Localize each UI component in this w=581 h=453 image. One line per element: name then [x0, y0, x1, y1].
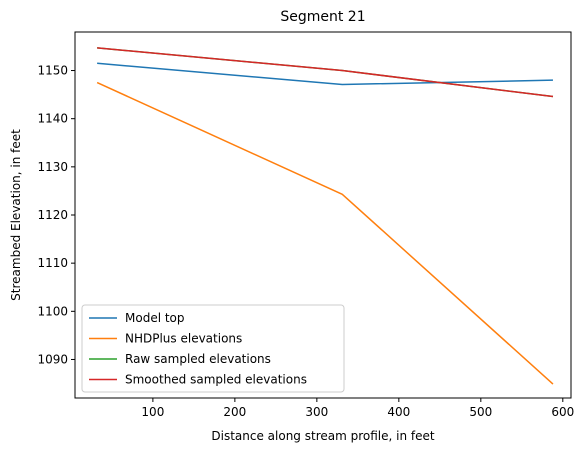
x-tick-label: 400 [387, 405, 410, 419]
y-tick-label: 1140 [37, 112, 68, 126]
x-tick-label: 500 [469, 405, 492, 419]
series-layer [96, 47, 554, 385]
legend-label-1: Model top [125, 311, 185, 325]
x-tick-label: 100 [141, 405, 164, 419]
y-tick-label: 1110 [37, 256, 68, 270]
series-line-3 [97, 47, 554, 98]
x-axis-label: Distance along stream profile, in feet [211, 429, 434, 443]
y-tick-label: 1090 [37, 352, 68, 366]
x-axis: 100 200 300 400 500 600 [141, 398, 574, 419]
y-axis-label: Streambed Elevation, in feet [9, 129, 23, 301]
series-line-4 [97, 47, 554, 98]
x-tick-label: 600 [551, 405, 574, 419]
legend-label-4: Smoothed sampled elevations [125, 373, 307, 387]
y-tick-label: 1100 [37, 304, 68, 318]
legend: Model top NHDPlus elevations Raw sampled e… [81, 304, 345, 393]
legend-box [81, 304, 345, 393]
legend-label-3: Raw sampled elevations [125, 352, 271, 366]
y-axis: 1090 1100 1110 1120 1130 1140 1150 [37, 64, 75, 366]
series-line-2 [96, 81, 554, 385]
y-tick-label: 1150 [37, 64, 68, 78]
chart-title: Segment 21 [280, 9, 365, 25]
y-tick-label: 1130 [37, 160, 68, 174]
x-tick-label: 300 [305, 405, 328, 419]
series-line-1 [97, 62, 553, 86]
x-tick-label: 200 [223, 405, 246, 419]
legend-label-2: NHDPlus elevations [125, 332, 242, 346]
y-tick-label: 1120 [37, 208, 68, 222]
